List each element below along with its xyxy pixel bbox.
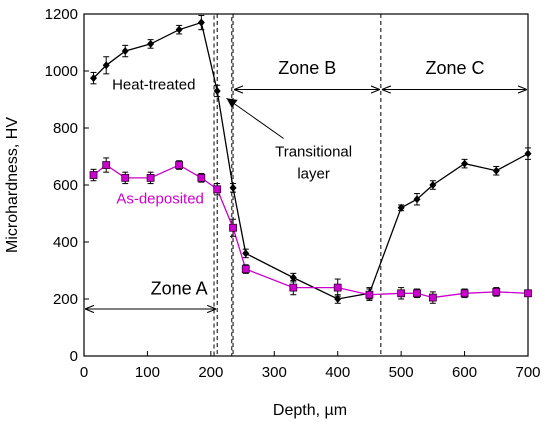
data-point [89,171,98,179]
data-point [146,173,155,182]
data-point [413,289,421,298]
y-tick-label: 200 [53,291,78,308]
data-point [429,181,437,189]
data-point [492,166,500,175]
data-point [242,249,250,258]
callout-arrow [226,97,284,139]
series-line [93,21,529,300]
data-point [90,74,98,83]
data-point [524,149,532,158]
data-point [229,183,237,192]
x-tick-label: 600 [452,364,477,381]
data-point [333,283,342,292]
x-tick-label: 500 [389,364,414,381]
data-point [460,289,469,298]
y-tick-label: 0 [70,348,78,365]
data-point [492,287,501,296]
data-point [213,86,221,95]
zone-label: Zone C [426,58,485,78]
zone-label: Zone A [151,279,208,299]
x-axis-title: Depth, µm [273,402,347,419]
data-point [334,295,342,303]
y-axis-title-group: Microhardness, HV [4,117,21,253]
data-point [102,61,110,70]
y-tick-label: 400 [53,234,78,251]
data-point [397,203,405,212]
transitional-layer-box [213,13,233,357]
data-point [397,289,406,298]
callout-label-line1: Transitional [275,144,352,161]
data-point [289,283,298,292]
y-tick-label: 1200 [45,6,78,23]
y-tick-label: 800 [53,120,78,137]
data-point [413,195,421,204]
series-label: As-deposited [116,191,204,208]
zone-label: Zone B [278,58,336,78]
data-point [524,289,532,298]
data-point [102,161,111,169]
series-line [93,164,529,299]
data-point [175,161,184,169]
plot-area: 0 200 400 600 800 1000 1200 0 100 200 300 400 500 600… [45,6,541,381]
data-point [461,159,469,168]
data-point [121,173,130,182]
data-point [175,25,183,34]
data-point [121,47,129,56]
x-tick-label: 400 [325,364,350,381]
data-point [197,18,205,27]
x-tick-label: 300 [262,364,287,381]
x-tick-label: 200 [198,364,223,381]
data-point [241,265,250,273]
data-point [289,273,297,282]
data-point [213,185,222,194]
data-point [428,293,437,302]
callout-label-line2: layer [297,166,330,183]
series-label: Heat-treated [112,77,195,94]
data-point [229,223,237,232]
x-tick-label: 100 [135,364,160,381]
y-tick-label: 600 [53,177,78,194]
x-tick-label: 0 [80,364,88,381]
y-tick-label: 1000 [45,63,78,80]
y-axis-title: Microhardness, HV [4,117,21,253]
data-point [365,290,374,299]
x-tick-label: 700 [515,364,540,381]
data-point [147,39,155,48]
data-point [197,173,206,182]
